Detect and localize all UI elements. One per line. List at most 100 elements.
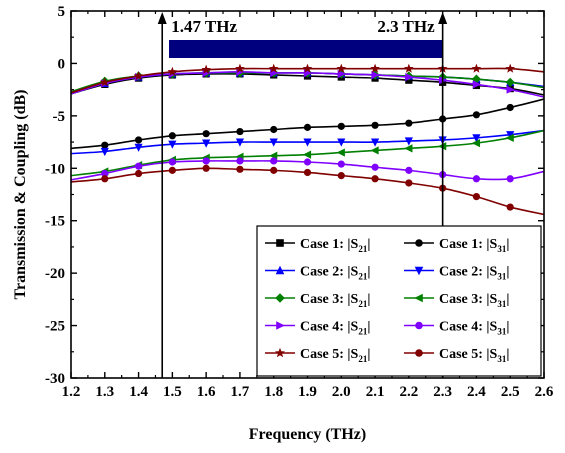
data-point (404, 137, 413, 146)
legend-label-subscript: 31 (497, 272, 507, 282)
data-point (303, 168, 312, 177)
legend-label: Case 5: |S31| (439, 347, 509, 364)
data-point (303, 158, 312, 166)
data-point (133, 70, 144, 81)
legend-box (256, 225, 542, 377)
legend-label: Case 2: |S31| (439, 265, 509, 282)
legend-label-case: Case 5: |S (300, 347, 359, 362)
y-tick-label: -20 (45, 266, 65, 282)
data-point (235, 138, 245, 147)
x-tick-label: 1.4 (129, 384, 148, 400)
data-point (471, 139, 481, 148)
axes-layer: 1.2 1.3 1.4 1.5 1.6 1.7 1.8 1.9 2.0 2.1 2.2 2.3 2.4 2… (45, 4, 554, 400)
data-point (270, 157, 278, 165)
legend-label-close: | (367, 292, 370, 307)
legend-swatch-marker (415, 321, 423, 330)
data-point (505, 133, 514, 142)
data-point (337, 160, 345, 168)
x-axis-title: Frequency (THz) (249, 426, 366, 443)
legend-item: Case 3: |S31| (404, 292, 509, 309)
legend-label-subscript: 21 (358, 327, 368, 337)
data-point (134, 169, 143, 178)
legend-label-case: Case 1: |S (300, 237, 359, 252)
data-point (371, 163, 379, 171)
data-point (101, 141, 109, 149)
x-tick-label: 1.9 (298, 384, 317, 400)
data-point (405, 166, 413, 174)
legend-item: Case 1: |S31| (404, 237, 509, 254)
legend-label-close: | (506, 347, 509, 362)
legend-label-case: Case 4: |S (300, 320, 359, 335)
data-point (99, 77, 110, 87)
data-point (302, 63, 313, 73)
legend-swatch-marker (275, 293, 285, 303)
legend-item: Case 3: |S21| (265, 292, 370, 309)
data-point (168, 166, 176, 174)
legend-item: Case 4: |S21| (265, 320, 370, 337)
legend-label-subscript: 31 (497, 354, 507, 364)
data-point (405, 72, 414, 82)
data-point (370, 63, 380, 73)
data-point (472, 134, 481, 143)
legend-label-close: | (367, 237, 370, 252)
x-tick-label: 1.5 (163, 384, 182, 400)
legend-swatch-marker (274, 347, 286, 358)
data-point (336, 63, 347, 73)
x-tick-label: 1.7 (231, 384, 250, 400)
legend-label-subscript: 31 (497, 244, 507, 254)
legend-label: Case 3: |S31| (439, 292, 509, 309)
data-point (101, 169, 109, 178)
data-point (134, 162, 143, 170)
legend: Case 1: |S21| Case 1: |S31|Case 2: |S21| C… (256, 225, 542, 377)
x-tick-label: 2.2 (399, 384, 418, 400)
band-end-arrowhead (438, 12, 448, 24)
legend-label-subscript: 31 (497, 327, 507, 337)
data-point (336, 148, 345, 157)
legend-item: Case 1: |S21| (265, 237, 370, 254)
y-tick-label: 0 (58, 56, 66, 72)
x-tick-label: 1.8 (264, 384, 283, 400)
data-point (506, 175, 514, 183)
data-point (371, 175, 379, 183)
data-point (404, 63, 414, 73)
y-tick-label: -25 (45, 319, 65, 335)
legend-label-close: | (367, 347, 370, 362)
data-point (134, 136, 143, 144)
legend-label-subscript: 21 (358, 299, 368, 309)
legend-label-case: Case 3: |S (300, 292, 359, 307)
data-point (472, 111, 481, 119)
legend-label-subscript: 21 (358, 354, 368, 364)
data-point (405, 119, 413, 127)
legend-item: Case 5: |S21| (265, 347, 370, 364)
legend-swatch-marker (414, 293, 423, 303)
data-point (270, 166, 278, 174)
x-tick-label: 1.6 (197, 384, 216, 400)
data-point (303, 123, 312, 131)
legend-label-close: | (506, 237, 509, 252)
y-tick-label: -15 (45, 214, 65, 230)
legend-label-case: Case 2: |S (300, 265, 359, 280)
data-point (202, 164, 210, 172)
legend-swatch-marker (415, 239, 423, 247)
data-point (269, 138, 278, 147)
y-tick-label: -5 (53, 109, 66, 125)
data-point (371, 121, 379, 129)
data-point (505, 77, 515, 87)
x-tick-label: 2.1 (366, 384, 385, 400)
data-point (235, 63, 245, 73)
series-curves (71, 63, 544, 216)
x-tick-label: 2.4 (467, 384, 486, 400)
legend-label-close: | (506, 320, 509, 335)
x-tick-label: 2.6 (535, 384, 554, 400)
legend-label-close: | (367, 265, 370, 280)
data-point (506, 203, 514, 211)
data-point (303, 138, 312, 147)
band-start-label: 1.47 THz (171, 17, 237, 36)
legend-label-close: | (367, 320, 370, 335)
data-point (506, 103, 514, 112)
legend-label-case: Case 1: |S (439, 237, 498, 252)
data-point (202, 157, 210, 165)
x-tick-label: 2.5 (501, 384, 520, 400)
data-point (201, 64, 211, 74)
